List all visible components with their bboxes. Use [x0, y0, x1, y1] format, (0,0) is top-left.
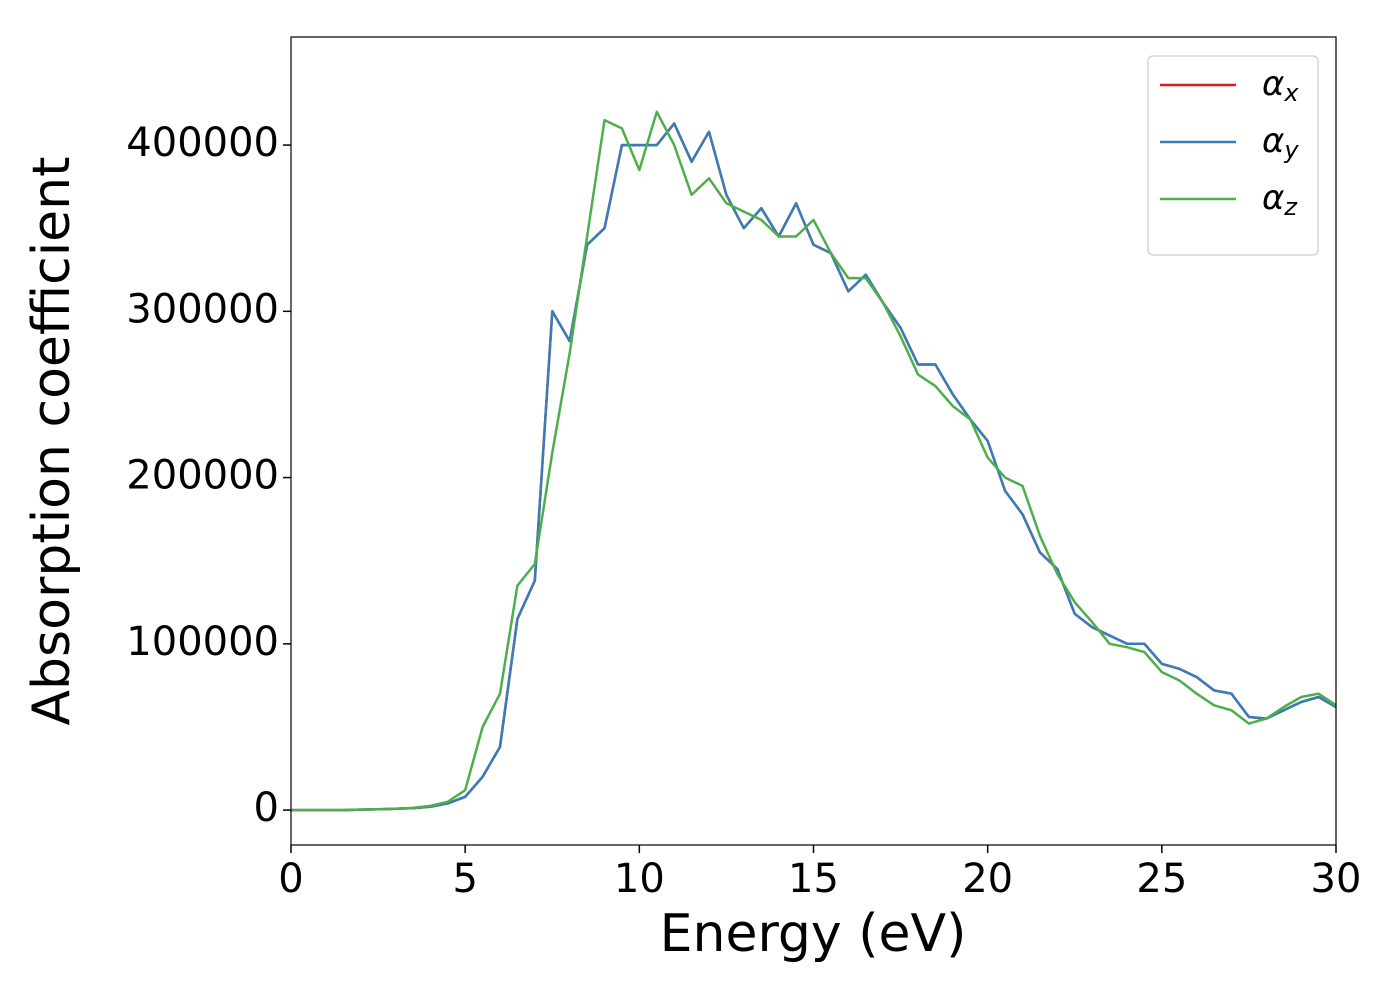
- x-tick-label: 10: [614, 856, 665, 902]
- y-axis-label: Absorption coefficient: [22, 156, 82, 725]
- x-tick-label: 0: [278, 856, 303, 902]
- y-tick-label: 400000: [126, 120, 279, 166]
- series-line: [291, 122, 1336, 812]
- x-tick-label: 5: [452, 856, 477, 902]
- legend-label: αy: [1262, 121, 1299, 165]
- legend-label: αz: [1262, 178, 1298, 222]
- y-tick-label: 0: [254, 785, 279, 831]
- y-tick-label: 300000: [126, 286, 279, 332]
- x-tick-label: 25: [1136, 856, 1187, 902]
- legend-label: αx: [1262, 64, 1299, 108]
- x-tick-label: 30: [1311, 856, 1362, 902]
- y-tick-label: 200000: [126, 453, 279, 499]
- x-tick-label: 20: [962, 856, 1013, 902]
- series-line: [291, 110, 1336, 812]
- y-tick-label: 100000: [126, 619, 279, 665]
- plot-frame: [290, 36, 1337, 846]
- x-axis-label: Energy (eV): [660, 904, 967, 964]
- legend-box: [1147, 55, 1319, 256]
- x-tick-label: 15: [788, 856, 839, 902]
